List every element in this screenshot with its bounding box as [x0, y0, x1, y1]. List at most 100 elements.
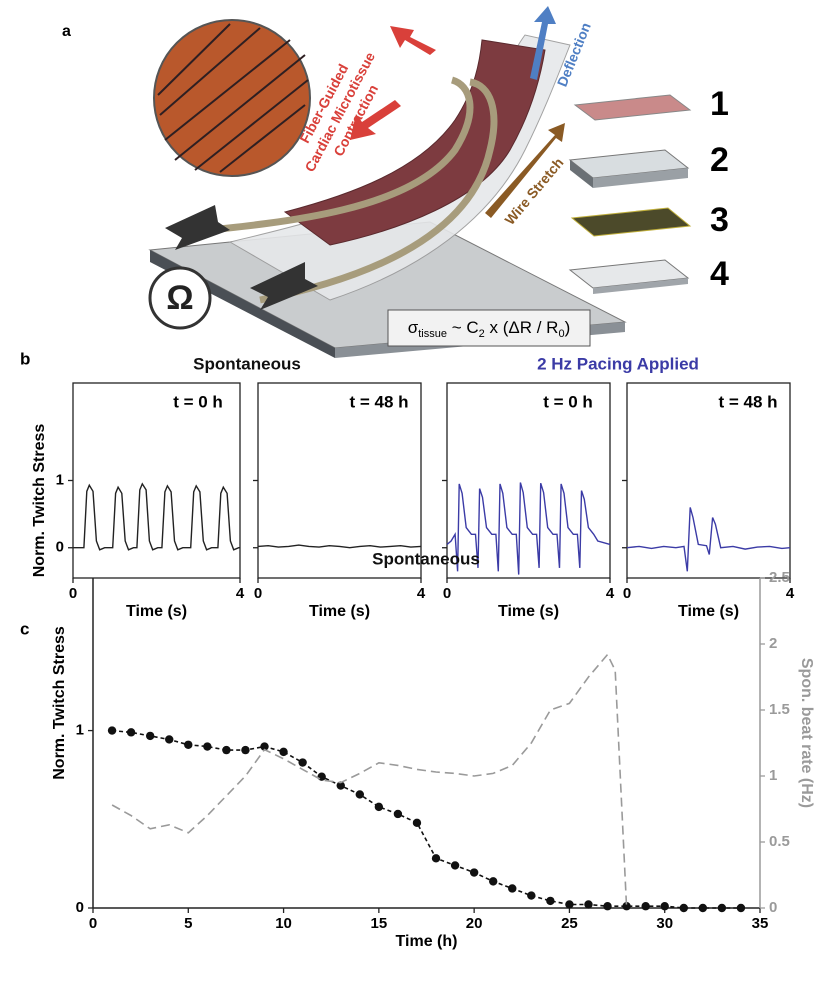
series-line [112, 729, 741, 909]
series-line [446, 482, 611, 575]
data-point [203, 742, 212, 751]
data-point [489, 877, 498, 886]
layer-number: 4 [710, 255, 729, 293]
x-tick-label: 4 [236, 585, 245, 602]
y2-tick-label: 2.5 [769, 569, 790, 586]
y2-tick-label: 2 [769, 635, 777, 652]
formula-part: 2 [479, 328, 485, 340]
x-tick-label: 0 [443, 585, 451, 602]
data-point [679, 903, 688, 913]
formula-part: x (ΔR / R [485, 318, 559, 337]
x-tick-label: 0 [254, 585, 262, 602]
series-line [73, 482, 240, 551]
y2-tick-label: 1.5 [769, 701, 790, 718]
data-point [145, 731, 155, 741]
ohm-circle [148, 266, 212, 330]
formula-part: ) [565, 318, 571, 337]
data-point [527, 891, 536, 900]
formula-part: ~ C [447, 318, 479, 337]
data-point [298, 758, 307, 767]
data-point [393, 809, 403, 819]
y2-tick-label: 0 [769, 899, 777, 916]
ohm-symbol: Ω [166, 279, 193, 317]
data-point [260, 742, 269, 751]
data-point [431, 854, 441, 863]
layer-number: 1 [710, 85, 729, 123]
x-tick-label: 0 [623, 585, 631, 602]
x-axis-label: Time (s) [126, 603, 187, 620]
y-tick-label: 1 [76, 722, 84, 739]
data-point [241, 745, 250, 755]
formula-box [387, 309, 591, 347]
y-tick-label: 0 [76, 899, 84, 916]
data-point [222, 745, 231, 755]
arrow [350, 100, 401, 140]
tissue-strip [283, 39, 546, 246]
formula: σtissue ~ C2 x (ΔR / R0) [408, 318, 571, 339]
layer-1 [573, 94, 692, 121]
data-point [565, 900, 574, 909]
chart-title: Spontaneous [372, 549, 480, 568]
layer-3 [570, 207, 692, 237]
series-line [626, 507, 791, 572]
y2-tick-label: 1 [769, 767, 777, 784]
y-tick-label: 1 [56, 471, 64, 488]
y2-tick-label: 0.5 [769, 833, 790, 850]
annotation: t = 0 h [173, 392, 223, 411]
data-point [622, 902, 631, 911]
wire [259, 78, 498, 304]
x-axis-label: Time (h) [396, 933, 458, 950]
data-point [660, 902, 669, 911]
x-tick-label: 30 [656, 915, 673, 932]
annotation: t = 48 h [349, 392, 408, 411]
x-tick-label: 5 [184, 915, 192, 932]
data-point [736, 903, 746, 913]
data-point [355, 790, 364, 799]
fibers [157, 23, 309, 173]
x-tick-label: 0 [69, 585, 77, 602]
annotation: t = 0 h [543, 392, 593, 411]
wire [189, 76, 474, 236]
data-point [641, 902, 650, 911]
data-point [698, 903, 708, 913]
data-point [184, 740, 193, 749]
data-point [412, 818, 422, 828]
data-point [584, 900, 593, 909]
schematic [148, 6, 692, 358]
arrow [485, 123, 565, 218]
series-line [111, 653, 628, 909]
formula-part: σ [408, 318, 419, 337]
x-tick-label: 25 [561, 915, 578, 932]
arrow [390, 26, 436, 55]
layer-number: 3 [710, 201, 729, 239]
data-point [508, 884, 517, 893]
fiber-inset [153, 19, 311, 177]
layer-number: 2 [710, 141, 729, 179]
x-tick-label: 4 [786, 585, 795, 602]
y2-axis-label: Spon. beat rate (Hz) [798, 658, 815, 808]
data-point [374, 802, 384, 812]
data-point [717, 903, 727, 913]
x-tick-label: 20 [466, 915, 483, 932]
x-axis-label: Time (s) [309, 603, 370, 620]
y-tick-label: 0 [56, 539, 64, 556]
data-point [546, 896, 555, 906]
x-tick-label: 10 [275, 915, 292, 932]
data-point [107, 726, 117, 735]
data-point [317, 772, 326, 781]
data-point [279, 747, 288, 757]
data-point [126, 728, 136, 737]
formula-part: 0 [558, 328, 564, 340]
arrow [165, 205, 230, 250]
panel-label: b [20, 349, 30, 368]
data-point [469, 868, 479, 877]
layer-2-edge [570, 160, 593, 188]
panel-label: c [20, 619, 29, 638]
x-axis-label: Time (s) [678, 603, 739, 620]
arrow [530, 6, 556, 80]
formula-part: tissue [418, 328, 447, 340]
x-tick-label: 35 [752, 915, 769, 932]
y-axis-label: Norm. Twitch Stress [51, 626, 68, 780]
data-point [603, 902, 612, 911]
